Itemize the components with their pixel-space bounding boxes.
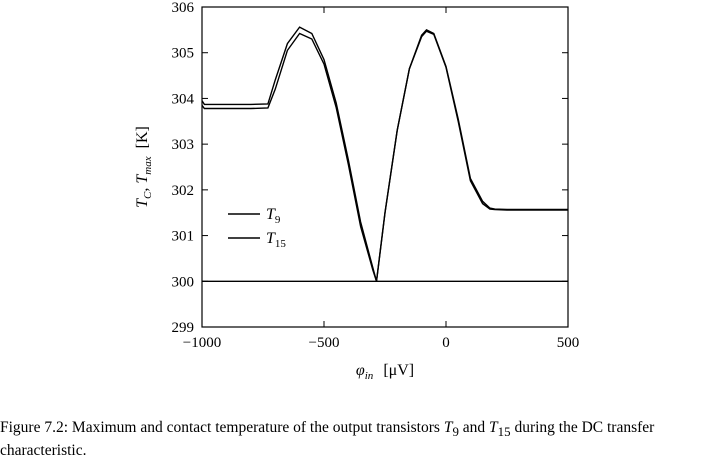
caption-t15-sub: 15	[497, 424, 511, 440]
x-tick-label: −1000	[183, 335, 221, 351]
axis-tick-labels: 299 300 301 302 303 304 305 306 −1000 −500 0 500	[172, 0, 580, 351]
y-axis-label: TC, Tmax[K]	[134, 126, 154, 208]
legend-label: T15	[266, 230, 286, 250]
series-lines	[201, 26, 568, 282]
caption-text-1: Maximum and contact temperature of the o…	[68, 419, 444, 436]
y-tick-label: 302	[172, 183, 195, 199]
y-tick-label: 301	[172, 229, 195, 245]
y-tick-label: 299	[172, 320, 195, 336]
figure-chart: 299 300 301 302 303 304 305 306 −1000 −500 0 500 T9…	[134, 0, 580, 382]
series-line-0	[201, 26, 568, 282]
legend-label: T9	[266, 206, 281, 226]
x-tick-label: 500	[557, 335, 580, 351]
x-tick-label: 0	[442, 335, 450, 351]
x-axis-label: φin [μV]	[356, 362, 414, 382]
series-line-1	[201, 30, 568, 282]
figure-caption: Figure 7.2: Maximum and contact temperat…	[0, 418, 718, 455]
x-tick-label: −500	[309, 335, 340, 351]
y-tick-label: 303	[172, 137, 195, 153]
y-tick-label: 304	[172, 91, 195, 107]
caption-t9-sub: 9	[452, 424, 459, 440]
y-tick-label: 300	[172, 274, 195, 290]
y-tick-label: 306	[172, 0, 195, 16]
caption-and: and	[458, 419, 490, 436]
caption-text-2: during the DC transfer characteristic.	[0, 419, 655, 455]
axis-ticks	[201, 6, 569, 328]
caption-t15: T	[489, 419, 498, 436]
y-tick-label: 305	[172, 46, 195, 62]
caption-number: Figure 7.2:	[0, 419, 69, 436]
plot-frame	[201, 6, 569, 328]
caption-t9: T	[443, 419, 453, 436]
